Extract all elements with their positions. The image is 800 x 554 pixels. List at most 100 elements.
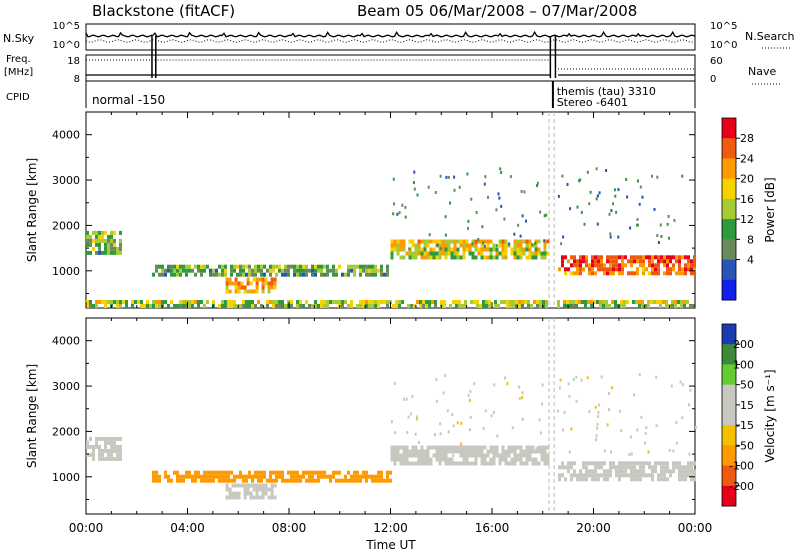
echo-cell	[597, 415, 600, 418]
echo-cell	[497, 192, 500, 196]
echo-cell	[441, 251, 445, 256]
echo-cell	[410, 412, 413, 416]
echo-cell	[678, 255, 681, 260]
echo-cell	[320, 300, 323, 304]
echo-cell	[444, 445, 448, 450]
echo-cell	[426, 239, 430, 244]
echo-cell	[504, 453, 508, 458]
echo-cell	[444, 251, 448, 256]
echo-cell	[398, 304, 401, 308]
echo-cell	[675, 255, 678, 260]
echo-cell	[483, 247, 487, 252]
echo-cell	[396, 239, 400, 244]
echo-cell	[626, 300, 629, 304]
echo-cell	[444, 461, 448, 466]
echo-cell	[528, 457, 532, 462]
echo-cell	[537, 449, 541, 454]
echo-cell	[615, 469, 618, 474]
echo-cell	[92, 238, 95, 243]
echo-cell	[299, 478, 302, 483]
echo-cell	[509, 175, 512, 179]
echo-cell	[305, 264, 308, 269]
echo-cell	[438, 453, 442, 458]
echo-cell	[453, 239, 457, 244]
echo-cell	[107, 242, 110, 247]
nave-label: Nave	[748, 65, 776, 78]
echo-cell	[600, 375, 603, 379]
echo-cell	[678, 465, 681, 470]
echo-cell	[426, 445, 430, 450]
echo-cell	[152, 300, 155, 304]
echo-cell	[176, 264, 179, 269]
echo-cell	[633, 393, 636, 397]
echo-cell	[407, 415, 410, 419]
y-tick-label: 4000	[52, 129, 80, 142]
echo-cell	[218, 470, 221, 475]
echo-cell	[426, 461, 430, 466]
echo-cell	[647, 450, 650, 454]
echo-cell	[633, 259, 636, 264]
echo-cell	[275, 470, 278, 475]
echo-cell	[434, 300, 437, 304]
echo-cell	[264, 277, 268, 282]
echo-cell	[417, 449, 421, 454]
echo-cell	[405, 397, 408, 401]
echo-cell	[281, 272, 284, 277]
echo-cell	[662, 300, 665, 304]
echo-cell	[605, 300, 608, 304]
echo-cell	[681, 416, 684, 420]
echo-cell	[221, 264, 224, 269]
echo-cell	[435, 445, 439, 450]
echo-cell	[89, 300, 92, 304]
x-tick-label: 00:00	[678, 521, 713, 535]
echo-cell	[116, 300, 119, 304]
echo-cell	[653, 300, 656, 304]
echo-cell	[639, 461, 642, 466]
echo-cell	[614, 304, 617, 308]
echo-cell	[615, 263, 618, 268]
echo-cell	[689, 304, 692, 308]
echo-cell	[411, 449, 415, 454]
echo-cell	[596, 194, 599, 198]
echo-cell	[305, 300, 308, 304]
echo-cell	[594, 259, 597, 264]
echo-cell	[525, 457, 529, 462]
echo-cell	[281, 474, 284, 479]
echo-cell	[386, 268, 389, 273]
echo-cell	[161, 272, 164, 277]
echo-cell	[501, 251, 505, 256]
echo-cell	[113, 456, 116, 461]
echo-cell	[269, 264, 272, 269]
echo-cell	[648, 473, 651, 478]
echo-cell	[609, 263, 612, 268]
echo-cell	[338, 478, 341, 483]
echo-cell	[621, 473, 624, 478]
echo-cell	[225, 277, 229, 282]
echo-cell	[690, 267, 693, 272]
echo-cell	[659, 223, 662, 227]
echo-cell	[477, 247, 481, 252]
nsky-line	[85, 30, 696, 38]
echo-cell	[624, 263, 627, 268]
echo-cell	[396, 449, 400, 454]
echo-cell	[651, 465, 654, 470]
echo-cell	[402, 445, 406, 450]
echo-cell	[583, 222, 586, 226]
echo-cell	[394, 431, 397, 435]
echo-cell	[270, 277, 274, 282]
echo-cell	[402, 255, 406, 260]
echo-cell	[255, 491, 259, 496]
echo-cell	[635, 300, 638, 304]
echo-cell	[623, 300, 626, 304]
echo-cell	[534, 243, 538, 248]
echo-cell	[663, 271, 666, 276]
echo-cell	[390, 445, 394, 450]
echo-cell	[558, 477, 561, 482]
echo-cell	[225, 281, 229, 286]
echo-cell	[492, 247, 496, 252]
echo-cell	[209, 478, 212, 483]
echo-cell	[101, 300, 104, 304]
echo-cell	[650, 300, 653, 304]
echo-cell	[579, 255, 582, 260]
echo-cell	[170, 478, 173, 483]
